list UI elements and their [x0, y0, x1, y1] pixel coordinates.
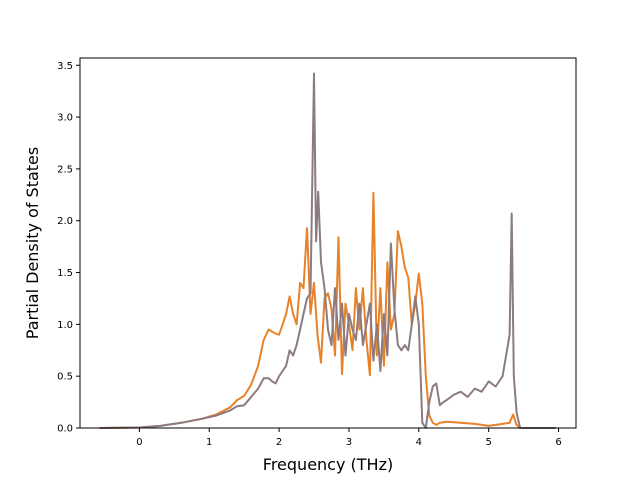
y-axis: 0.0 0.5 1.0 1.5 2.0 2.5 3.0 3.5 [57, 61, 80, 435]
y-tick-label: 3.5 [57, 61, 73, 72]
y-tick-label: 1.5 [57, 268, 73, 279]
x-tick-label: 3 [346, 437, 352, 448]
x-tick-label: 0 [136, 437, 142, 448]
y-tick-label: 0.5 [57, 372, 73, 383]
x-tick-label: 5 [485, 437, 491, 448]
x-tick-label: 6 [555, 437, 561, 448]
x-tick-label: 4 [416, 437, 422, 448]
y-tick-label: 3.0 [57, 113, 73, 124]
y-tick-label: 2.5 [57, 164, 73, 175]
plot-background [80, 58, 576, 428]
series-line-1 [99, 191, 556, 429]
series-layer [99, 72, 556, 429]
y-tick-label: 1.0 [57, 320, 73, 331]
y-axis-label: Partial Density of States [23, 147, 42, 339]
plot-frame [79, 57, 577, 429]
y-tick-label: 2.0 [57, 216, 73, 227]
x-axis-label: Frequency (THz) [263, 455, 393, 474]
series-line-2 [99, 72, 556, 429]
y-tick-label: 0.0 [57, 424, 73, 435]
x-tick-label: 2 [276, 437, 282, 448]
x-tick-label: 1 [206, 437, 212, 448]
x-axis: 0 1 2 3 4 5 6 [136, 428, 562, 448]
